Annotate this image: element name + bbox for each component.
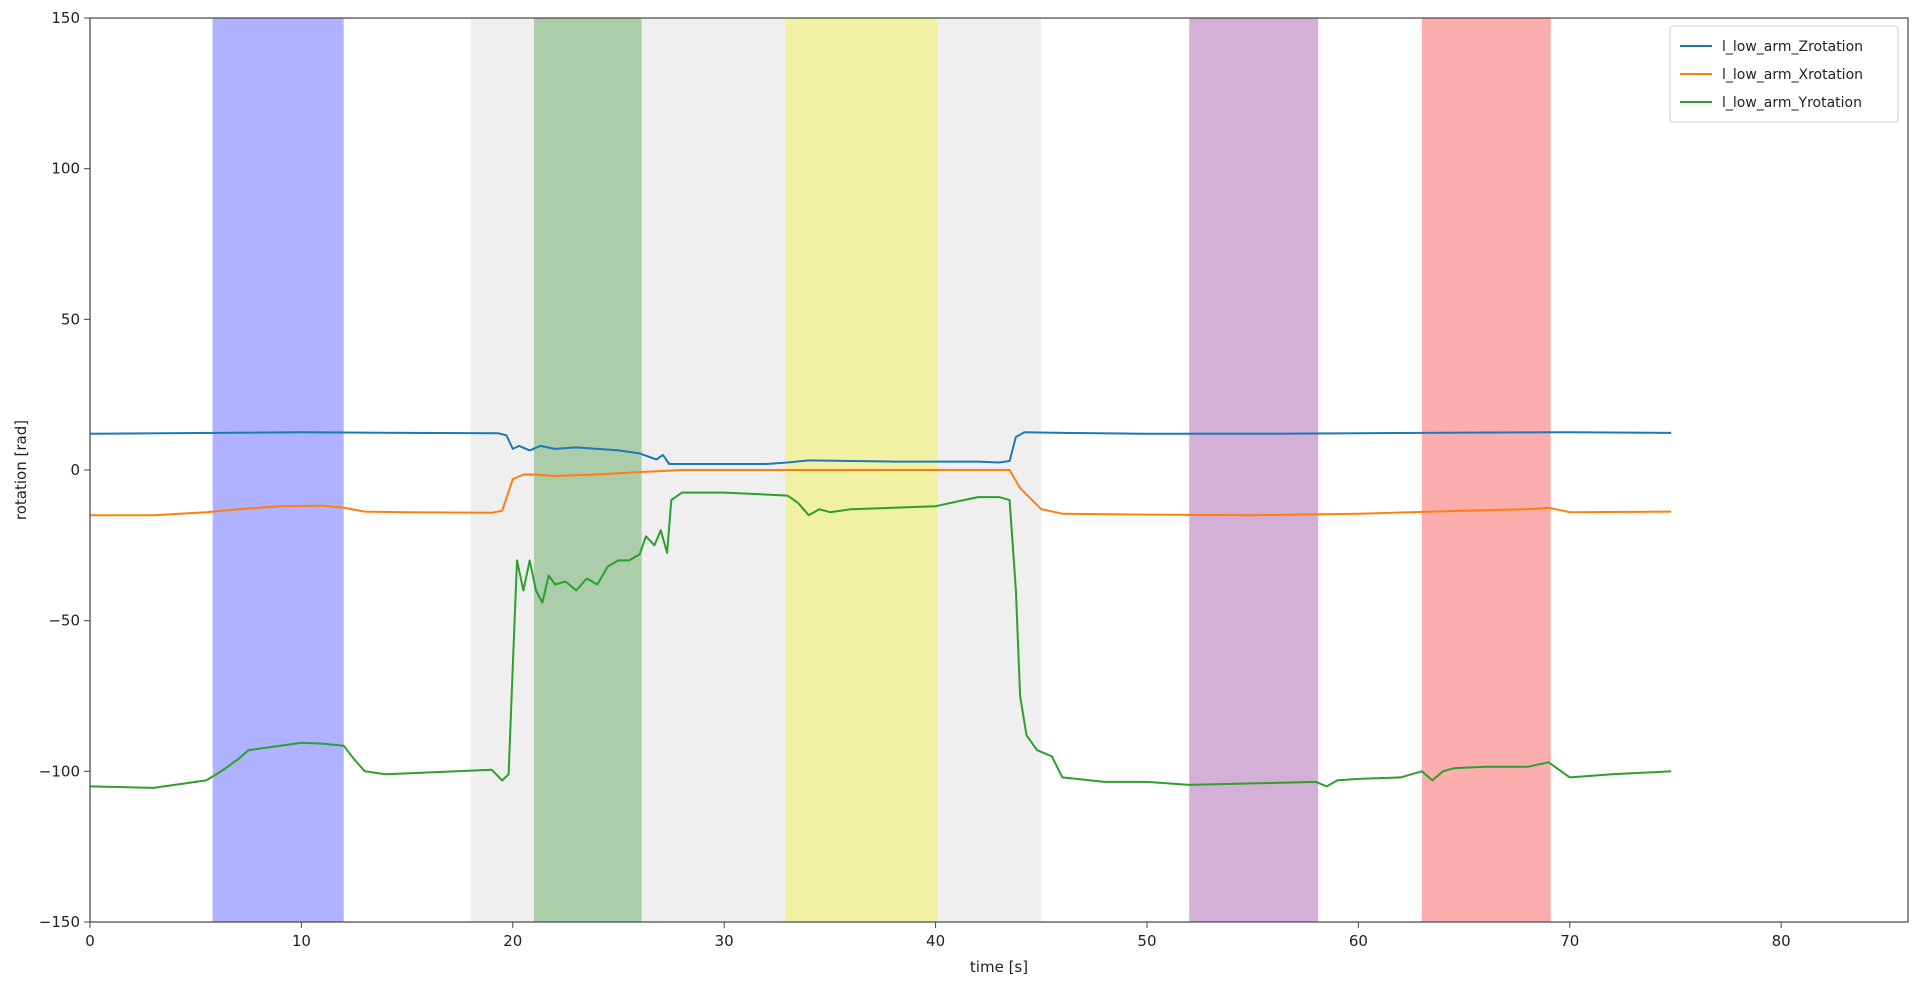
highlight-band-1 [212, 18, 344, 922]
x-tick-label: 10 [292, 932, 311, 950]
highlight-band-8 [1421, 18, 1551, 922]
legend-label-2: l_low_arm_Xrotation [1722, 67, 1863, 83]
legend-label-1: l_low_arm_Zrotation [1722, 39, 1863, 55]
highlight-band-3 [533, 18, 642, 922]
x-axis: 0 10 20 30 40 50 60 70 80 [85, 922, 1791, 950]
series-lines [89, 431, 1672, 789]
legend: l_low_arm_Zrotation l_low_arm_Xrotation l_… [1669, 25, 1899, 123]
series-line-1 [89, 431, 1672, 465]
series-line-3 [89, 491, 1672, 789]
y-axis: −150 −100 −50 0 50 100 150 [39, 9, 90, 931]
y-tick-label: −150 [39, 913, 80, 931]
y-tick-label: −50 [48, 612, 80, 630]
y-tick-label: 0 [70, 461, 80, 479]
highlight-band-2 [470, 18, 534, 922]
x-tick-label: 80 [1772, 932, 1791, 950]
y-tick-label: 150 [51, 9, 80, 27]
y-axis-label: rotation [rad] [12, 420, 30, 520]
legend-box [1669, 25, 1899, 123]
highlight-band-7 [1189, 18, 1319, 922]
x-tick-label: 40 [926, 932, 945, 950]
x-tick-label: 20 [503, 932, 522, 950]
x-tick-label: 50 [1137, 932, 1156, 950]
y-tick-label: 100 [51, 160, 80, 178]
x-axis-label: time [s] [970, 958, 1028, 976]
x-tick-label: 30 [715, 932, 734, 950]
y-tick-label: 50 [61, 310, 80, 328]
legend-label-3: l_low_arm_Yrotation [1722, 95, 1862, 111]
x-tick-label: 0 [85, 932, 95, 950]
x-tick-label: 60 [1349, 932, 1368, 950]
x-tick-label: 70 [1560, 932, 1579, 950]
series-line-2 [90, 469, 1672, 517]
y-tick-label: −100 [39, 762, 80, 780]
